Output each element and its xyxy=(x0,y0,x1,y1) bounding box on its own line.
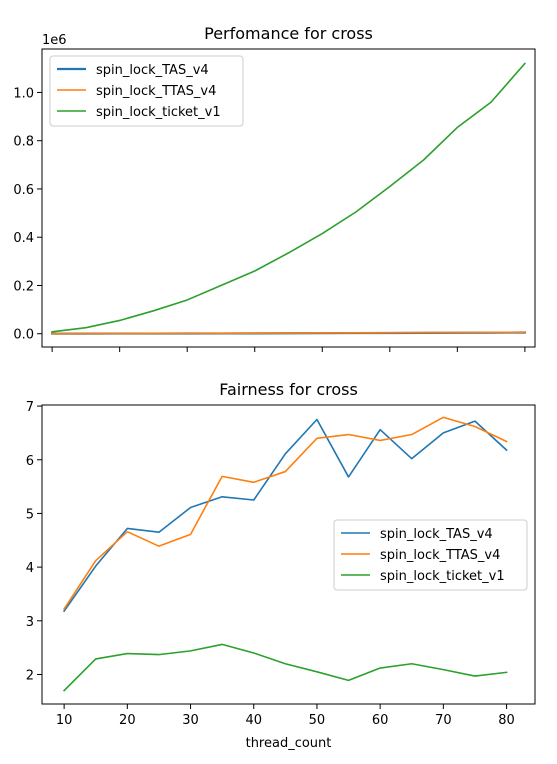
x-tick-label: 20 xyxy=(119,713,136,728)
chart-panel-1: Perfomance for cross 1e6 0.0 0.2 0.4 0.6 0.8 1.… xyxy=(13,24,536,352)
legend-entry: spin_lock_TAS_v4 xyxy=(96,63,209,78)
chart-title: Fairness for cross xyxy=(219,380,358,399)
y-tick-label: 0.4 xyxy=(13,231,34,246)
series-line-spin_lock_ticket_v1 xyxy=(51,62,526,333)
x-tick-label: 50 xyxy=(309,713,326,728)
legend-entry: spin_lock_TAS_v4 xyxy=(380,527,493,542)
series-line-spin_lock_TTAS_v4 xyxy=(51,331,526,335)
plot-frame xyxy=(41,404,536,705)
legend-entry: spin_lock_TTAS_v4 xyxy=(96,84,216,99)
legend: spin_lock_TAS_v4 spin_lock_TTAS_v4 spin_lo… xyxy=(49,55,244,127)
y-tick-label: 7 xyxy=(26,400,34,415)
x-tick-label: 60 xyxy=(372,713,389,728)
offset-text: 1e6 xyxy=(42,33,67,48)
legend-box xyxy=(49,55,244,127)
y-tick-label: 0.2 xyxy=(13,279,34,294)
plot-frame xyxy=(41,48,536,348)
y-tick-label: 2 xyxy=(26,668,34,683)
y-tick-label: 0.6 xyxy=(13,183,34,198)
x-axis-label: thread_count xyxy=(246,736,332,751)
y-tick-label: 1.0 xyxy=(13,86,34,101)
chart-title: Perfomance for cross xyxy=(204,24,373,43)
x-tick-label: 30 xyxy=(182,713,199,728)
y-tick-label: 0.0 xyxy=(13,328,34,343)
legend-entry: spin_lock_ticket_v1 xyxy=(96,105,221,120)
chart-panel-2: Fairness for cross 2 3 4 5 6 7 10 20 30 40 50 60 70 80… xyxy=(26,380,536,751)
y-tick-label: 4 xyxy=(26,561,34,576)
series-line-spin_lock_TAS_v4 xyxy=(63,418,508,613)
x-tick-label: 80 xyxy=(498,713,515,728)
y-tick-label: 3 xyxy=(26,615,34,630)
series-line-spin_lock_ticket_v1 xyxy=(62,643,508,692)
y-tick-label: 5 xyxy=(26,507,34,522)
y-tick-label: 0.8 xyxy=(13,135,34,150)
y-tick-label: 6 xyxy=(26,454,34,469)
legend-entry: spin_lock_ticket_v1 xyxy=(380,569,505,584)
legend-entry: spin_lock_TTAS_v4 xyxy=(380,548,500,563)
x-tick-label: 10 xyxy=(56,713,73,728)
legend-box xyxy=(333,519,528,591)
x-tick-label: 40 xyxy=(245,713,262,728)
x-tick-label: 70 xyxy=(435,713,452,728)
series-line-spin_lock_TTAS_v4 xyxy=(63,416,508,611)
legend: spin_lock_TAS_v4 spin_lock_TTAS_v4 spin_lo… xyxy=(333,519,528,591)
